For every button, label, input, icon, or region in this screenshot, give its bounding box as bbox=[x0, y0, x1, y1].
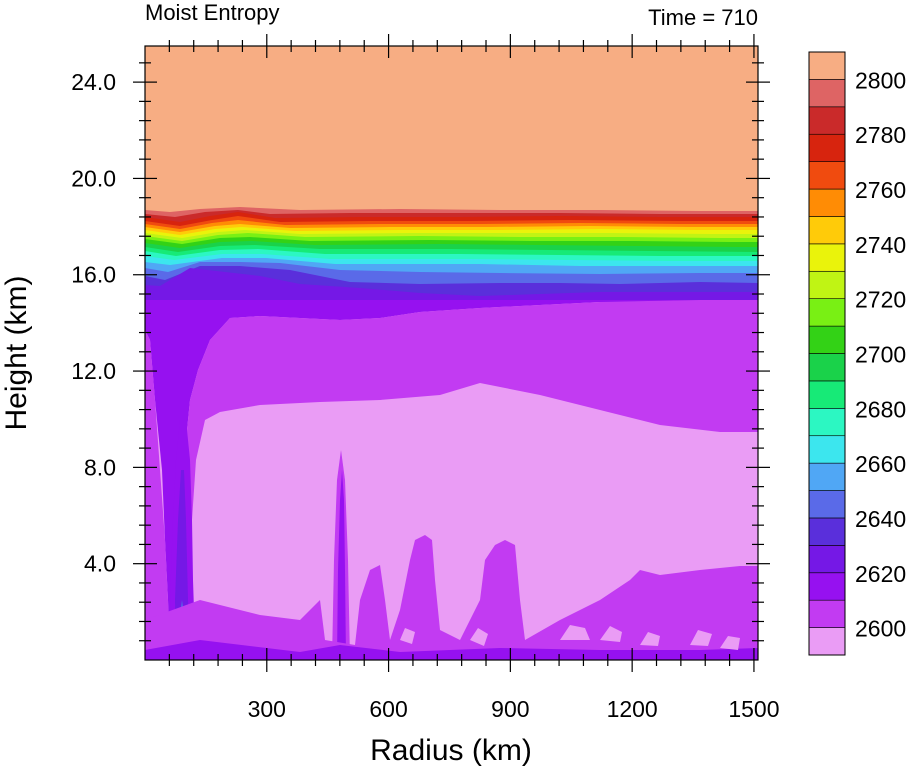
colorbar-swatch bbox=[808, 490, 846, 519]
y-axis-label: Height (km) bbox=[0, 275, 33, 430]
colorbar-frame bbox=[808, 51, 846, 656]
colorbar-label: 2600 bbox=[855, 616, 906, 642]
colorbar-label: 2720 bbox=[855, 287, 906, 313]
y-tick-label: 12.0 bbox=[71, 358, 116, 384]
axis-tick-labels: 300 600 900 1200 1500 4.0 8.0 12.0 16.0 20.0 24.0 bbox=[71, 69, 779, 722]
chart-title-right: Time = 710 bbox=[648, 5, 758, 30]
x-tick-label: 300 bbox=[248, 696, 286, 722]
colorbar-swatch bbox=[808, 545, 846, 574]
plume-480-core bbox=[337, 470, 346, 660]
colorbar-swatch bbox=[808, 325, 846, 354]
colorbar-swatch bbox=[808, 298, 846, 327]
colorbar-label: 2740 bbox=[855, 232, 906, 258]
x-tick-label: 1500 bbox=[728, 696, 779, 722]
colorbar-swatch bbox=[808, 408, 846, 437]
colorbar-label: 2640 bbox=[855, 506, 906, 532]
bl-blobs bbox=[145, 535, 758, 660]
bl-holes bbox=[400, 625, 740, 650]
colorbar-label: 2780 bbox=[855, 122, 906, 148]
colorbar-label: 2660 bbox=[855, 451, 906, 477]
y-tick-label: 20.0 bbox=[71, 165, 116, 191]
colorbar-label: 2700 bbox=[855, 342, 906, 368]
colorbar: 2600 2620 2640 2660 2680 2700 2720 2740 2760 2780… bbox=[808, 51, 906, 656]
colorbar-label: 2800 bbox=[855, 67, 906, 93]
x-axis-label: Radius (km) bbox=[370, 734, 532, 767]
colorbar-swatch bbox=[808, 572, 846, 601]
colorbar-swatch bbox=[808, 380, 846, 409]
chart-title-left: Moist Entropy bbox=[145, 0, 280, 25]
y-tick-label: 4.0 bbox=[84, 551, 116, 577]
x-tick-label: 600 bbox=[369, 696, 407, 722]
bl-base bbox=[145, 640, 758, 660]
colorbar-swatch bbox=[808, 106, 846, 135]
y-tick-label: 16.0 bbox=[71, 262, 116, 288]
colorbar-swatch bbox=[808, 353, 846, 382]
plot-frame bbox=[144, 45, 759, 661]
colorbar-swatch bbox=[808, 243, 846, 272]
colorbar-label: 2760 bbox=[855, 177, 906, 203]
colorbar-swatch bbox=[808, 79, 846, 108]
y-tick-label: 8.0 bbox=[84, 454, 116, 480]
colorbar-label: 2680 bbox=[855, 396, 906, 422]
band-2610 bbox=[145, 300, 758, 660]
band-2800 bbox=[145, 46, 758, 216]
colorbar-swatch bbox=[808, 517, 846, 546]
colorbar-swatch bbox=[808, 188, 846, 217]
colorbar-swatch bbox=[808, 462, 846, 491]
colorbar-swatch bbox=[808, 51, 846, 80]
colorbar-label: 2620 bbox=[855, 561, 906, 587]
x-tick-label: 1200 bbox=[607, 696, 658, 722]
axis-ticks bbox=[133, 34, 770, 672]
colorbar-swatch bbox=[808, 216, 846, 245]
colorbar-swatch bbox=[808, 161, 846, 190]
colorbar-swatch bbox=[808, 270, 846, 299]
colorbar-swatch bbox=[808, 627, 846, 656]
band-2620 bbox=[145, 268, 758, 302]
colorbar-swatch bbox=[808, 435, 846, 464]
colorbar-swatch bbox=[808, 599, 846, 628]
colorbar-swatch bbox=[808, 133, 846, 162]
y-tick-label: 24.0 bbox=[71, 69, 116, 95]
x-tick-label: 900 bbox=[491, 696, 529, 722]
contour-field bbox=[145, 46, 758, 660]
band-2600 bbox=[145, 300, 758, 660]
